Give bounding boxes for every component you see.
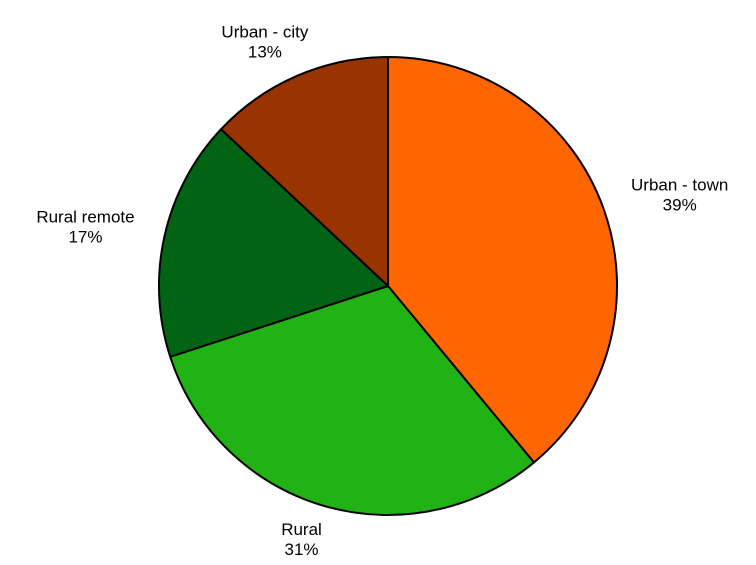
slice-value-label: 31%: [284, 540, 318, 559]
slice-value-label: 39%: [663, 196, 697, 215]
slice-label: Urban - city: [221, 22, 308, 41]
pie-slice: [169, 285, 535, 516]
pie-slice: [387, 56, 618, 464]
slice-value-label: 17%: [68, 228, 102, 247]
pie-slice: [158, 128, 389, 358]
pie-slice: [220, 56, 389, 287]
slice-label: Rural: [281, 520, 322, 539]
slice-label: Rural remote: [36, 208, 134, 227]
slice-value-label: 13%: [248, 42, 282, 61]
slice-label: Urban - town: [631, 176, 728, 195]
